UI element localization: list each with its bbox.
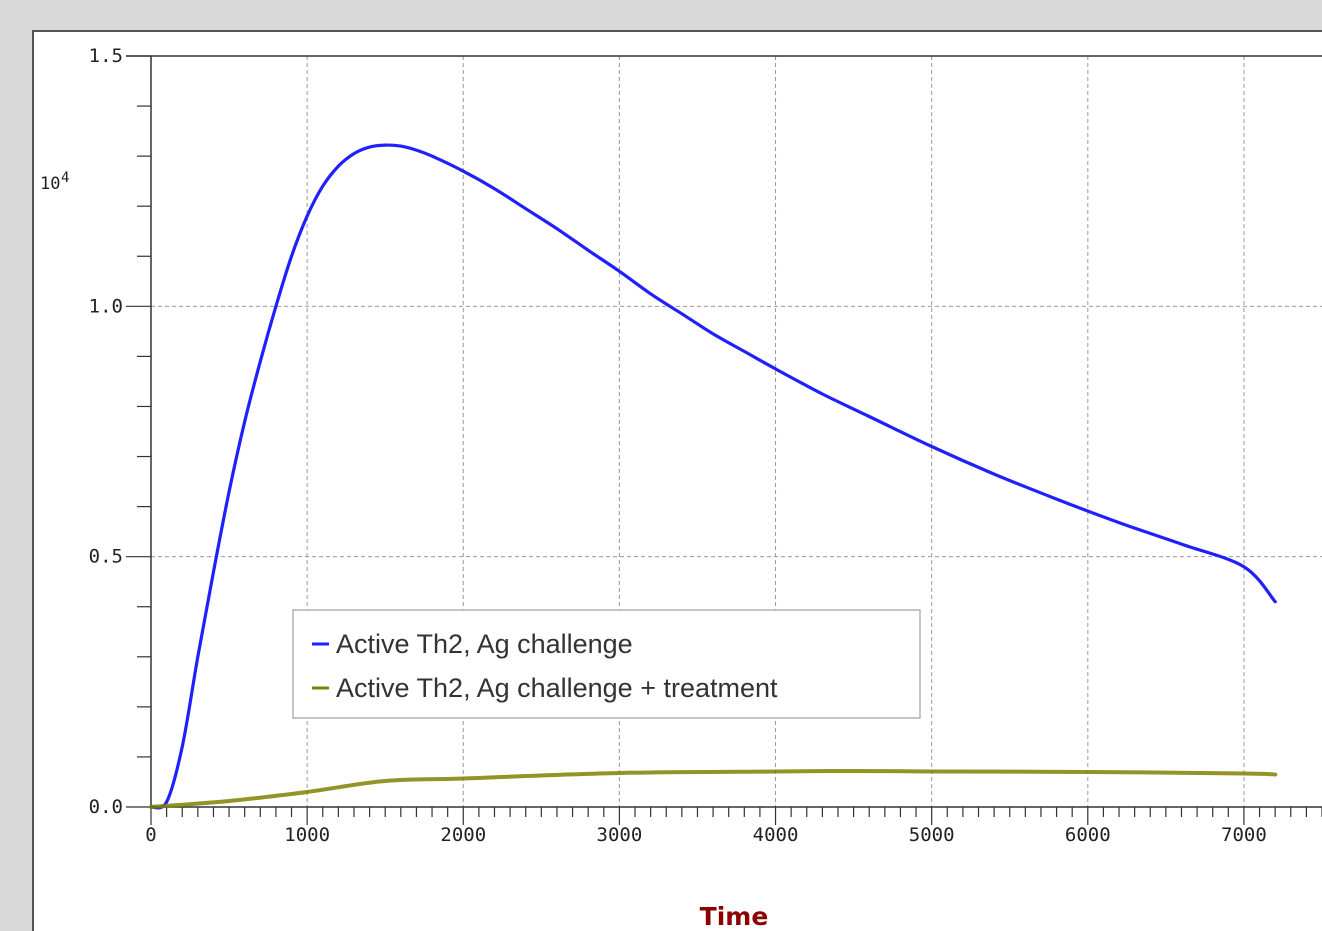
legend-label-0: Active Th2, Ag challenge: [336, 629, 633, 659]
y-tick-label: 1.5: [89, 45, 123, 67]
y-multiplier-base: 10: [40, 174, 60, 194]
x-tick-label: 2000: [440, 824, 486, 846]
series-line-0: [149, 143, 1277, 810]
y-multiplier-exponent: 4: [61, 170, 69, 186]
x-tick-label: 7000: [1221, 824, 1267, 846]
legend-label-1: Active Th2, Ag challenge + treatment: [336, 673, 778, 703]
x-axis-label: Time: [700, 902, 769, 931]
x-tick-label: 4000: [753, 824, 799, 846]
x-tick-label: 6000: [1065, 824, 1111, 846]
line-chart: 0.0 0.5 1.0 1.5 10 4 0 1000 2000 3000 4000 5000 6000…: [40, 45, 1322, 931]
legend-box: [292, 609, 921, 719]
y-tick-label: 0.0: [89, 796, 123, 818]
x-tick-label: 5000: [909, 824, 955, 846]
series-line-1: [149, 769, 1278, 809]
x-tick-label: 3000: [597, 824, 643, 846]
x-tick-label: 1000: [284, 824, 330, 846]
y-tick-label: 0.5: [89, 546, 123, 568]
plot-panel: 0.0 0.5 1.0 1.5 10 4 0 1000 2000 3000 4000 5000 6000…: [32, 30, 1322, 931]
x-tick-label: 0: [145, 824, 156, 846]
y-tick-label: 1.0: [89, 295, 123, 317]
